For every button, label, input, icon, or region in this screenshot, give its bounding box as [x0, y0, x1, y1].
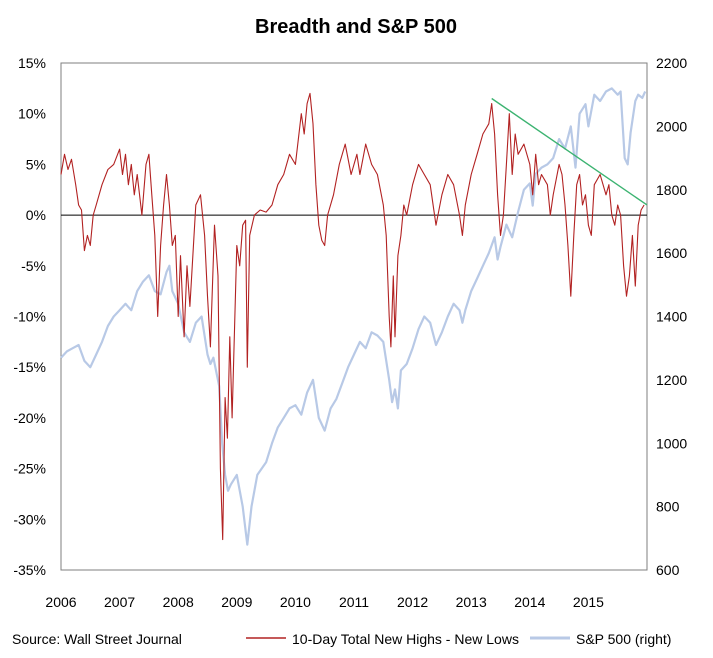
x-tick-label: 2008 — [163, 594, 194, 610]
plot-area — [60, 62, 648, 571]
x-tick-label: 2006 — [45, 594, 76, 610]
chart-title: Breadth and S&P 500 — [255, 16, 457, 38]
left-axis-ticks: -35% -30% -25% -20% -15% -10% -5% 0% 5% 10% 15% — [13, 55, 46, 578]
x-tick-label: 2007 — [104, 594, 135, 610]
left-tick-label: -20% — [13, 410, 46, 426]
x-tick-label: 2012 — [397, 594, 428, 610]
x-tick-label: 2014 — [514, 594, 545, 610]
left-tick-label: 0% — [26, 207, 46, 223]
x-tick-label: 2009 — [221, 594, 252, 610]
left-tick-label: 15% — [18, 55, 46, 71]
right-tick-label: 1400 — [656, 309, 687, 325]
left-tick-label: -10% — [13, 309, 46, 325]
x-tick-label: 2010 — [280, 594, 311, 610]
series-line-sp500 — [60, 87, 647, 546]
right-tick-label: 2200 — [656, 55, 687, 71]
x-tick-label: 2011 — [339, 594, 369, 610]
left-tick-label: -15% — [13, 359, 46, 375]
left-tick-label: -35% — [13, 562, 46, 578]
legend-label-sp500: S&P 500 (right) — [576, 631, 671, 647]
right-tick-label: 1600 — [656, 245, 687, 261]
legend: 10-Day Total New Highs - New Lows S&P 50… — [246, 631, 671, 647]
left-tick-label: -5% — [21, 258, 46, 274]
right-tick-label: 600 — [656, 562, 680, 578]
x-tick-label: 2013 — [456, 594, 487, 610]
right-tick-label: 800 — [656, 499, 680, 515]
right-tick-label: 1000 — [656, 435, 687, 451]
series-line-new-highs-lows — [60, 92, 645, 541]
right-tick-label: 2000 — [656, 118, 687, 134]
left-tick-label: -25% — [13, 461, 46, 477]
right-tick-label: 1800 — [656, 182, 687, 198]
x-tick-label: 2015 — [573, 594, 604, 610]
right-tick-label: 1200 — [656, 372, 687, 388]
legend-label-new-highs-lows: 10-Day Total New Highs - New Lows — [292, 631, 519, 647]
left-tick-label: -30% — [13, 511, 46, 527]
source-note: Source: Wall Street Journal — [12, 631, 182, 647]
left-tick-label: 5% — [26, 156, 46, 172]
right-axis-ticks: 600 800 1000 1200 1400 1600 1800 2000 2200 — [656, 55, 687, 578]
trendline — [491, 97, 648, 206]
left-tick-label: 10% — [18, 106, 46, 122]
x-axis-ticks: 2006 2007 2008 2009 2010 2011 2012 2013 2014 2015 — [45, 594, 604, 610]
